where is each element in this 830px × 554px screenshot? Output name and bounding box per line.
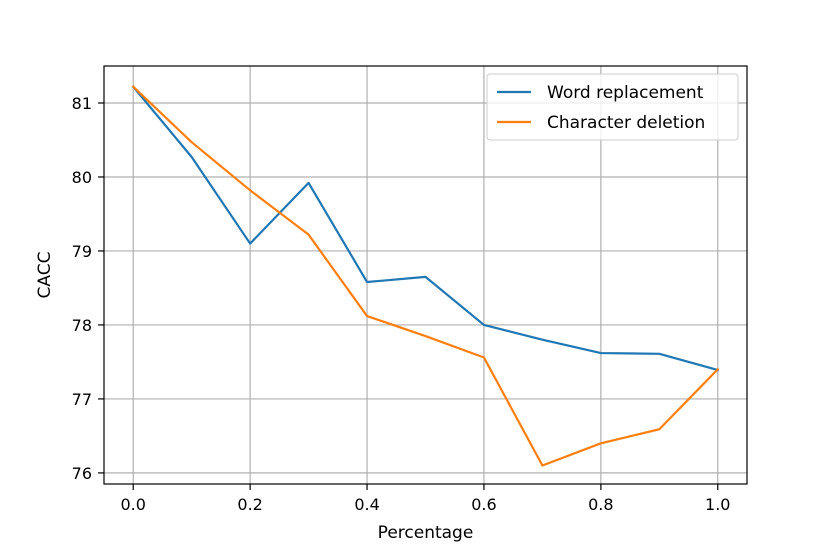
y-tick-label: 80 (72, 168, 92, 187)
legend-box (486, 73, 739, 141)
plot-area-frame (103, 65, 748, 485)
y-axis-label: CACC (35, 252, 55, 299)
y-tick-label: 79 (72, 242, 92, 261)
y-tick-label: 81 (72, 94, 92, 113)
x-tick-label: 1.0 (705, 495, 730, 514)
series-line-word-replacement (131, 85, 720, 372)
y-tick-label: 76 (72, 464, 92, 483)
legend-label-word-replacement: Word replacement (547, 83, 704, 103)
y-tick-label: 78 (72, 316, 92, 335)
y-tick-label: 77 (72, 390, 92, 409)
legend-label-character-deletion: Character deletion (547, 113, 705, 133)
legend: Word replacement Character deletion (486, 73, 739, 141)
x-tick-label: 0.2 (237, 495, 262, 514)
x-axis-label: Percentage (378, 523, 474, 543)
x-tick-label: 0.8 (588, 495, 613, 514)
axis-ticks: 0.0 0.2 0.4 0.6 0.8 1.0 76 77 78 79 80 81 (72, 94, 731, 514)
series-line-character-deletion (131, 85, 720, 467)
grid-lines (104, 66, 747, 484)
x-tick-label: 0.6 (471, 495, 496, 514)
x-tick-label: 0.4 (354, 495, 379, 514)
series-lines (131, 85, 720, 467)
x-tick-label: 0.0 (121, 495, 146, 514)
